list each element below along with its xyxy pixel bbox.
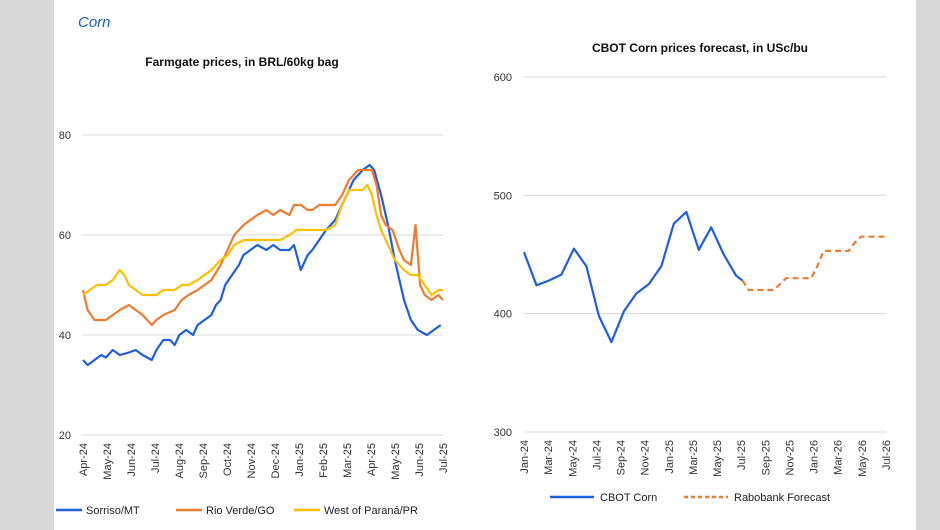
series-line-rio-verde-go xyxy=(81,168,444,327)
y-tick-label: 600 xyxy=(494,72,512,84)
x-tick-label: Apr-24 xyxy=(78,443,90,476)
series-line-rabobank-forecast xyxy=(741,235,886,292)
x-tick-label: Mar-26 xyxy=(833,440,845,475)
y-tick-label: 60 xyxy=(59,230,71,242)
x-tick-label: Nov-25 xyxy=(784,440,796,475)
farmgate-series xyxy=(81,163,444,367)
farmgate-chart-title: Farmgate prices, in BRL/60kg bag xyxy=(145,55,338,69)
x-tick-label: Dec-24 xyxy=(270,443,282,478)
cbot-chart: CBOT Corn prices forecast, in USc/bu 300… xyxy=(494,41,893,504)
x-tick-label: Sep-25 xyxy=(760,440,772,475)
farmgate-y-ticks: 20 40 60 80 xyxy=(59,130,71,442)
farmgate-legend: Sorriso/MT Rio Verde/GO West of Paraná/PR xyxy=(56,505,418,517)
series-line-sorriso-mt xyxy=(82,163,442,367)
x-tick-label: Jul-25 xyxy=(438,443,450,473)
legend-label-rabobank-forecast: Rabobank Forecast xyxy=(734,492,830,504)
x-tick-label: Jan-24 xyxy=(519,440,531,474)
y-tick-label: 400 xyxy=(494,309,512,321)
legend-label-sorriso-mt: Sorriso/MT xyxy=(86,505,140,517)
cbot-chart-title: CBOT Corn prices forecast, in USc/bu xyxy=(592,41,808,55)
x-tick-label: Jul-26 xyxy=(881,440,893,470)
x-tick-label: Jan-25 xyxy=(664,440,676,474)
x-tick-label: Jun-24 xyxy=(126,443,138,477)
x-tick-label: Mar-25 xyxy=(688,440,700,475)
x-tick-label: Sep-24 xyxy=(198,443,210,478)
x-tick-label: Mar-25 xyxy=(342,443,354,478)
x-tick-label: May-24 xyxy=(567,440,579,477)
x-tick-label: Jun-25 xyxy=(414,443,426,477)
section-label: Corn xyxy=(78,14,111,31)
x-tick-label: May-25 xyxy=(390,443,402,480)
series-line-west-of-paran-pr xyxy=(82,183,443,297)
legend-label-rio-verde-go: Rio Verde/GO xyxy=(206,505,275,517)
x-tick-label: Nov-24 xyxy=(640,440,652,475)
y-tick-label: 500 xyxy=(494,190,512,202)
x-tick-label: Oct-24 xyxy=(222,443,234,476)
farmgate-chart: Farmgate prices, in BRL/60kg bag 20 40 60 8… xyxy=(56,55,450,517)
x-tick-label: Nov-24 xyxy=(246,443,258,478)
x-tick-label: Jul-24 xyxy=(591,440,603,470)
x-tick-label: Sep-24 xyxy=(616,440,628,475)
legend-label-cbot-corn: CBOT Corn xyxy=(600,492,657,504)
y-tick-label: 80 xyxy=(59,130,71,142)
charts-canvas: Farmgate prices, in BRL/60kg bag 20 40 60 8… xyxy=(56,41,893,517)
series-line-cbot-corn xyxy=(522,210,744,344)
x-tick-label: Jul-25 xyxy=(736,440,748,470)
x-tick-label: Aug-24 xyxy=(174,443,186,478)
y-tick-label: 300 xyxy=(494,427,512,439)
cbot-legend: CBOT Corn Rabobank Forecast xyxy=(550,492,830,504)
x-tick-label: Feb-25 xyxy=(318,443,330,478)
x-tick-label: May-25 xyxy=(712,440,724,477)
farmgate-grid xyxy=(83,134,443,436)
farmgate-x-ticks: Apr-24 May-24 Jun-24 Jul-24 Aug-24 Sep-24 Oct-… xyxy=(78,443,450,480)
cbot-y-ticks: 300 400 500 600 xyxy=(494,72,512,439)
cbot-x-ticks: Jan-24 Mar-24 May-24 Jul-24 Sep-24 Nov-24 Jan-… xyxy=(519,440,893,477)
x-tick-label: Jan-26 xyxy=(809,440,821,474)
x-tick-label: Jan-25 xyxy=(294,443,306,477)
x-tick-label: Jul-24 xyxy=(150,443,162,473)
x-tick-label: May-26 xyxy=(857,440,869,477)
y-tick-label: 20 xyxy=(59,430,71,442)
legend-label-west-of-paran-pr: West of Paraná/PR xyxy=(324,505,418,517)
cbot-grid xyxy=(524,76,886,433)
cbot-series xyxy=(522,210,886,344)
report-panel: Corn Farmgate prices, in BRL/60kg bag 20… xyxy=(54,0,916,530)
x-tick-label: Mar-24 xyxy=(543,440,555,475)
x-tick-label: May-24 xyxy=(102,443,114,480)
y-tick-label: 40 xyxy=(59,330,71,342)
x-tick-label: Apr-25 xyxy=(366,443,378,476)
